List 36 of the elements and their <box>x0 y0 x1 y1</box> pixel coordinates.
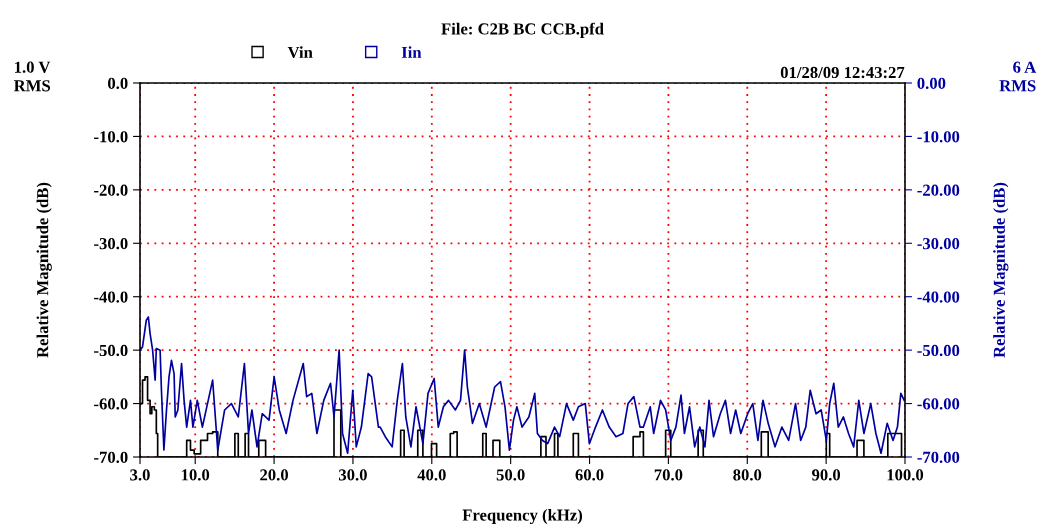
y2-tick-label: -70.00 <box>917 451 960 464</box>
y-tick-label: -60.0 <box>94 398 128 410</box>
y-tick-label: -50.0 <box>94 344 128 357</box>
x-tick-label: 90.0 <box>812 469 841 481</box>
legend-label: Vin <box>287 46 313 59</box>
x-tick-label: 80.0 <box>733 469 762 481</box>
y2-tick-label: -10.00 <box>917 131 960 143</box>
text: 6 A RMS <box>999 61 1037 92</box>
y2-tick-label: -20.00 <box>917 184 960 196</box>
y-tick-label: 0.0 <box>108 77 128 90</box>
y2-axis-title: Relative Magnitude (dB) <box>993 182 1009 358</box>
y2-tick-label: -50.00 <box>917 344 960 357</box>
x-axis-title: Frequency (kHz) <box>462 508 583 525</box>
y2-tick-label: -40.00 <box>917 291 960 303</box>
x-tick-label: 60.0 <box>575 469 604 481</box>
y2-tick-label: -60.00 <box>917 398 960 410</box>
y-tick-label: -20.0 <box>94 184 128 196</box>
x-tick-label: 40.0 <box>417 469 446 481</box>
y2-tick-label: -30.00 <box>917 237 960 250</box>
x-tick-label: 70.0 <box>654 469 683 481</box>
y-tick-label: -10.0 <box>94 131 128 143</box>
text: 1.0 V RMS <box>13 61 51 92</box>
text: 01/28/09 12:43:27 <box>780 66 905 79</box>
x-tick-label: 30.0 <box>338 469 367 481</box>
x-tick-label: 50.0 <box>496 469 525 481</box>
x-tick-label: 100.0 <box>887 469 924 481</box>
x-tick-label: 3.0 <box>130 469 150 481</box>
x-tick-label: 10.0 <box>181 469 210 481</box>
y-tick-label: -30.0 <box>94 237 128 250</box>
y-axis-title: Relative Magnitude (dB) <box>36 182 52 358</box>
legend-label: Iin <box>401 46 422 58</box>
x-tick-label: 20.0 <box>260 469 289 481</box>
y2-tick-label: 0.00 <box>917 77 946 90</box>
y-tick-label: -40.0 <box>94 291 128 303</box>
y-tick-label: -70.0 <box>94 451 128 464</box>
chart-title: File: C2B BC CCB.pfd <box>441 22 604 38</box>
